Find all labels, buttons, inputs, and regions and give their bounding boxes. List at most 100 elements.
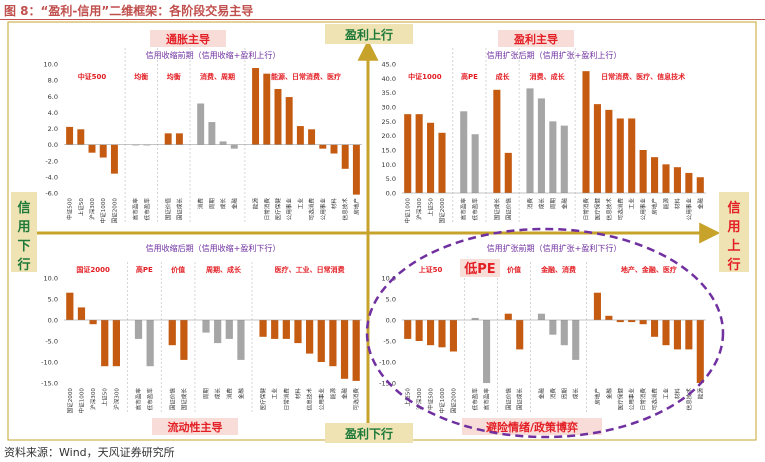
- bar: [77, 129, 85, 145]
- bar: [110, 144, 118, 174]
- y-tick-label: 35.0: [382, 89, 396, 97]
- category-label: 国证价值: [504, 198, 512, 221]
- bar: [208, 122, 216, 145]
- bar: [319, 144, 327, 149]
- outer-frame: [7, 21, 757, 441]
- category-label: 国证2000: [67, 388, 74, 414]
- chart-panel-1: 信用收缩前期（信用收缩+盈利上行） 10.0 8.0 6.0 4.0 2.0 0.0 -2.0…: [44, 48, 362, 223]
- category-label: 上证50: [101, 388, 109, 407]
- category-label: 国证成长: [516, 388, 524, 411]
- group-label: 价值: [171, 265, 185, 274]
- bar: [651, 320, 659, 337]
- bar: [271, 320, 279, 339]
- axis-side-char: 用: [726, 220, 740, 235]
- category-label: 上证50: [427, 198, 435, 217]
- bar: [306, 320, 314, 354]
- bar: [616, 320, 624, 323]
- axis-label-bottom-box: [325, 423, 413, 443]
- bar: [483, 320, 491, 383]
- category-label: 国证价值: [504, 388, 512, 411]
- bar: [146, 320, 154, 367]
- category-label: 低市盈率: [143, 198, 151, 221]
- bar: [639, 320, 647, 325]
- category-label: 能源: [696, 388, 704, 400]
- bar: [685, 172, 693, 193]
- category-label: 中证1000: [77, 388, 85, 414]
- group-label: 价值: [507, 265, 521, 274]
- y-tick-label: 0.0: [48, 141, 58, 149]
- category-label: 中证1000: [404, 198, 412, 224]
- bar: [77, 307, 86, 320]
- bar: [662, 320, 670, 346]
- category-label: 公用事业: [639, 198, 647, 221]
- y-tick-label: 0.0: [386, 190, 396, 198]
- group-label: 中证500: [78, 72, 107, 81]
- category-label: 中证500: [427, 388, 435, 410]
- y-tick-label: -10.0: [379, 359, 396, 367]
- low-pe-callout: 低PE: [463, 261, 495, 277]
- group-label: 中证1000: [408, 72, 442, 81]
- bar: [605, 315, 613, 320]
- axis-label-top-box: [325, 24, 413, 44]
- category-label: 成长: [537, 198, 545, 210]
- bar: [252, 68, 260, 145]
- bar: [537, 313, 545, 320]
- bar: [341, 144, 349, 169]
- bar: [66, 126, 74, 145]
- category-label: 成长: [219, 198, 227, 210]
- bar: [572, 320, 580, 360]
- category-label: 低市盈率: [471, 198, 479, 221]
- category-label: 中证500: [66, 198, 74, 220]
- y-tick-label: 5.0: [48, 296, 58, 304]
- axis-side-char: 行: [16, 257, 30, 273]
- bar: [560, 320, 568, 346]
- category-label: 能源: [662, 198, 670, 210]
- q1-label: 通胀主导: [166, 32, 210, 46]
- category-label: 消费: [549, 388, 557, 400]
- y-tick-label: 0.0: [386, 317, 396, 325]
- bar: [493, 89, 501, 193]
- category-label: 日常消费: [263, 198, 271, 221]
- bar: [415, 320, 423, 341]
- group-label: 周期、成长: [206, 265, 242, 274]
- bar: [605, 109, 613, 193]
- bar: [696, 177, 704, 193]
- axis-label-left-box: [11, 192, 37, 272]
- y-tick-label: -15.0: [379, 380, 396, 388]
- category-label: 工业: [296, 198, 304, 210]
- category-label: 中证1000: [99, 198, 107, 224]
- category-label: 沪深300: [89, 388, 97, 410]
- bar: [101, 320, 109, 367]
- bar: [296, 126, 304, 145]
- bar: [168, 320, 176, 346]
- category-label: 国证2000: [450, 388, 457, 414]
- bar: [282, 320, 290, 339]
- axis-side-char: 信: [17, 200, 30, 216]
- bar: [415, 114, 423, 193]
- category-label: 房地产: [593, 388, 601, 405]
- y-tick-label: -4.0: [45, 173, 58, 181]
- bar: [352, 320, 360, 381]
- bar: [317, 320, 325, 362]
- category-label: 材料: [673, 198, 681, 210]
- chart-title: 信用收缩后期（信用收缩+盈利下行）: [146, 243, 281, 253]
- y-tick-label: -5.0: [45, 338, 58, 346]
- y-tick-label: -10.0: [41, 359, 58, 367]
- category-label: 房地产: [352, 198, 360, 215]
- category-label: 消费: [197, 198, 205, 210]
- bar: [202, 320, 210, 333]
- category-label: 国证2000: [439, 198, 446, 224]
- category-label: 金融: [230, 198, 238, 210]
- category-label: 低市盈率: [146, 388, 154, 411]
- bar: [673, 320, 681, 350]
- bar: [88, 144, 96, 153]
- y-tick-label: -15.0: [41, 380, 58, 388]
- bar: [471, 134, 479, 193]
- bar: [219, 141, 227, 145]
- group-label: 消费、周期: [200, 72, 235, 81]
- group-label: 上证50: [419, 265, 443, 274]
- chart-title: 信用收缩前期（信用收缩+盈利上行）: [146, 50, 281, 60]
- category-label: 国证成长: [175, 198, 183, 221]
